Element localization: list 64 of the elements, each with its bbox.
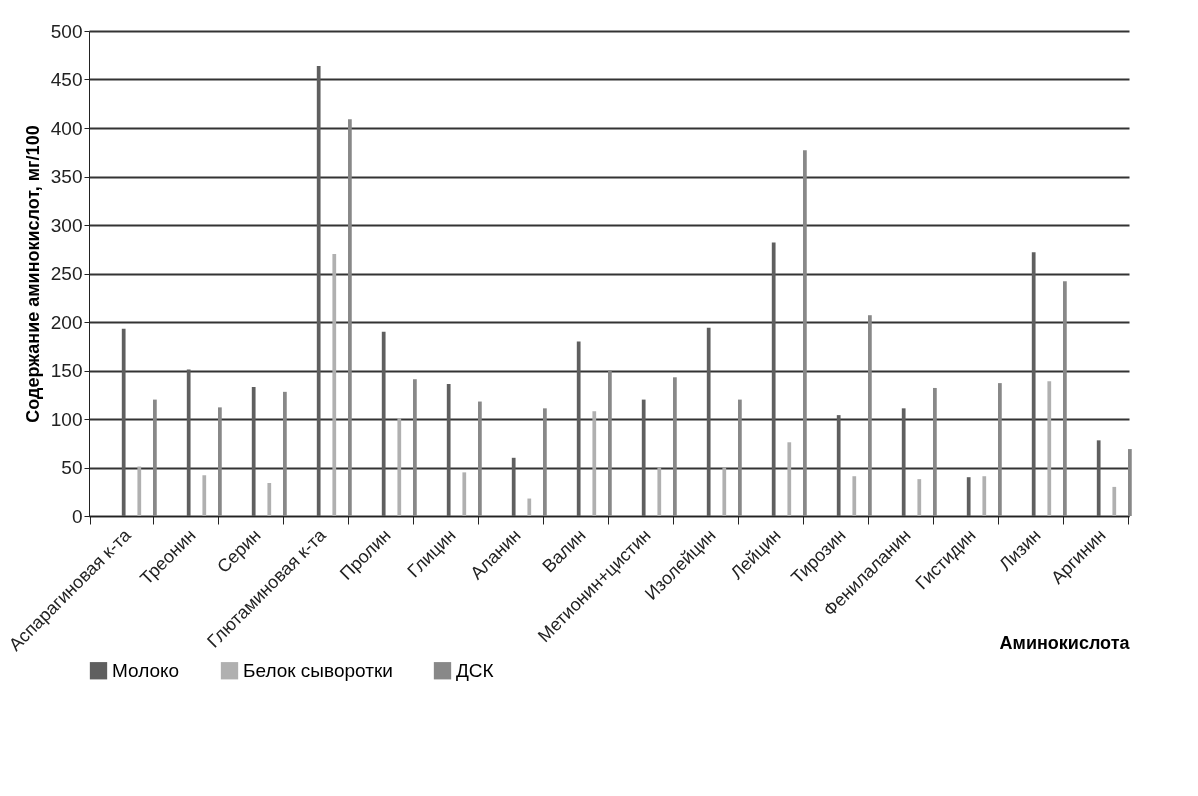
bar	[397, 418, 402, 516]
bar	[592, 411, 597, 516]
bar	[186, 369, 191, 516]
y-tick-label: 250	[50, 263, 83, 284]
y-tick-label: 100	[50, 408, 83, 430]
bar	[982, 476, 987, 516]
bar	[1031, 252, 1036, 516]
legend-label: Молоко	[112, 659, 180, 681]
y-tick-label: 0	[71, 505, 83, 527]
bar	[738, 399, 742, 516]
bar	[316, 65, 321, 516]
bar	[706, 327, 711, 516]
bar	[787, 442, 792, 516]
bar	[1128, 449, 1132, 516]
bar	[917, 479, 922, 516]
bar	[641, 399, 646, 516]
y-tick-label: 500	[50, 20, 83, 42]
bar	[527, 498, 532, 516]
bar	[202, 475, 207, 516]
bar	[998, 383, 1002, 516]
bar	[348, 119, 352, 516]
legend-label: ДСК	[456, 659, 494, 681]
y-tick-label: 400	[50, 117, 83, 139]
bar	[852, 476, 857, 516]
bar	[153, 399, 157, 516]
bar	[511, 457, 516, 516]
bar	[267, 483, 272, 516]
bar	[901, 408, 906, 516]
bar	[1047, 381, 1052, 516]
bar	[381, 331, 386, 516]
bar	[218, 407, 222, 516]
y-tick-label: 200	[50, 311, 83, 333]
bar	[722, 467, 727, 516]
bar	[332, 254, 337, 516]
legend-label: Белок сыворотки	[243, 659, 393, 681]
y-tick-label: 150	[50, 360, 83, 381]
bar	[1112, 486, 1117, 516]
x-axis-title: Аминокислота	[999, 632, 1131, 653]
bar	[933, 387, 937, 516]
bar	[251, 386, 256, 516]
y-tick-label: 450	[50, 69, 83, 90]
bar	[836, 415, 841, 516]
bar	[803, 150, 807, 516]
bar	[868, 315, 872, 516]
bar	[413, 379, 417, 516]
bar	[446, 384, 451, 516]
bar	[1063, 281, 1067, 516]
bar	[543, 408, 547, 516]
bar	[478, 401, 482, 516]
bar	[576, 341, 581, 516]
y-tick-label: 300	[50, 214, 83, 236]
bar	[462, 472, 467, 516]
bar	[137, 466, 142, 516]
bar	[1096, 440, 1101, 516]
y-axis-title: Содержание аминокислот, мг/100	[22, 125, 43, 423]
y-tick-label: 350	[50, 166, 83, 187]
bar	[657, 467, 662, 516]
y-tick-label: 50	[61, 457, 83, 478]
bar	[283, 391, 287, 516]
bar	[966, 477, 971, 516]
bar	[673, 377, 677, 516]
bar	[121, 328, 126, 516]
bar	[771, 242, 776, 516]
bar	[608, 370, 612, 516]
